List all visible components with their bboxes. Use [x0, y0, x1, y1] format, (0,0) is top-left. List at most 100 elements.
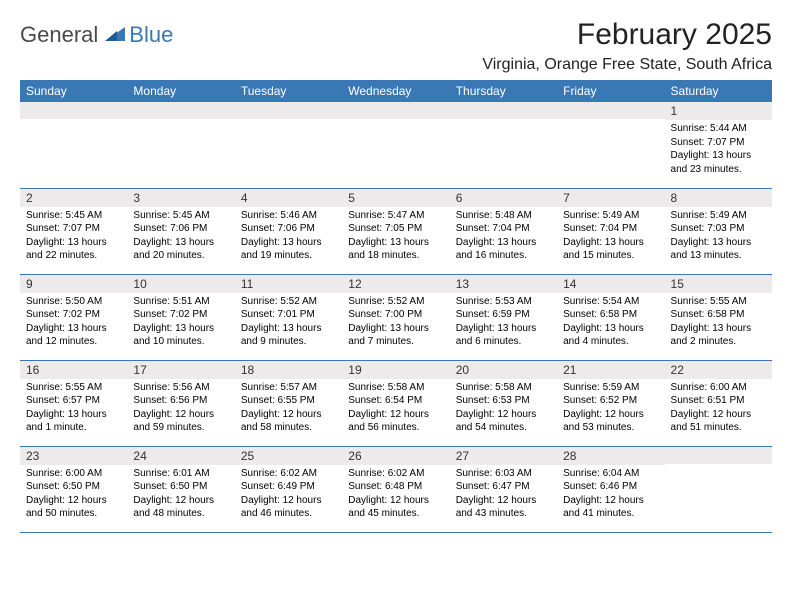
day-number: 22: [665, 361, 772, 379]
day-number-empty: [342, 102, 449, 119]
daylight-label: Daylight:: [456, 323, 495, 334]
day-number: 11: [235, 275, 342, 293]
sunset-label: Sunset:: [348, 223, 382, 234]
sunrise-value: 5:56 AM: [173, 382, 210, 393]
sunrise-label: Sunrise:: [671, 123, 708, 134]
day-number: 20: [450, 361, 557, 379]
daylight-label: Daylight:: [133, 409, 172, 420]
calendar-day-cell: 6Sunrise: 5:48 AMSunset: 7:04 PMDaylight…: [450, 188, 557, 274]
daylight-label: Daylight:: [348, 409, 387, 420]
daylight-label: Daylight:: [348, 495, 387, 506]
sunrise-label: Sunrise:: [348, 382, 385, 393]
daylight-label: Daylight:: [456, 495, 495, 506]
sunset-value: 6:46 PM: [600, 481, 637, 492]
daylight-label: Daylight:: [671, 150, 710, 161]
day-details: Sunrise: 5:56 AMSunset: 6:56 PMDaylight:…: [127, 379, 234, 439]
day-details: Sunrise: 5:54 AMSunset: 6:58 PMDaylight:…: [557, 293, 664, 353]
day-number: 18: [235, 361, 342, 379]
sunset-value: 6:57 PM: [63, 395, 100, 406]
sunset-value: 6:47 PM: [492, 481, 529, 492]
day-number: 25: [235, 447, 342, 465]
sunrise-value: 5:45 AM: [65, 210, 102, 221]
sunset-value: 6:54 PM: [385, 395, 422, 406]
day-details: Sunrise: 5:46 AMSunset: 7:06 PMDaylight:…: [235, 207, 342, 267]
sunrise-value: 5:48 AM: [495, 210, 532, 221]
day-number: 10: [127, 275, 234, 293]
calendar-day-cell: 2Sunrise: 5:45 AMSunset: 7:07 PMDaylight…: [20, 188, 127, 274]
sunrise-label: Sunrise:: [133, 210, 170, 221]
sunrise-label: Sunrise:: [671, 210, 708, 221]
day-number: 23: [20, 447, 127, 465]
day-details: Sunrise: 5:58 AMSunset: 6:54 PMDaylight:…: [342, 379, 449, 439]
day-number: 4: [235, 189, 342, 207]
daylight-label: Daylight:: [133, 495, 172, 506]
sunset-label: Sunset:: [241, 395, 275, 406]
calendar-day-cell: 14Sunrise: 5:54 AMSunset: 6:58 PMDayligh…: [557, 274, 664, 360]
day-number-empty: [127, 102, 234, 119]
calendar-day-cell: 16Sunrise: 5:55 AMSunset: 6:57 PMDayligh…: [20, 360, 127, 446]
daylight-label: Daylight:: [671, 237, 710, 248]
sunrise-value: 5:58 AM: [388, 382, 425, 393]
sunrise-label: Sunrise:: [26, 382, 63, 393]
day-details: Sunrise: 5:52 AMSunset: 7:01 PMDaylight:…: [235, 293, 342, 353]
calendar-day-cell: 19Sunrise: 5:58 AMSunset: 6:54 PMDayligh…: [342, 360, 449, 446]
day-details: Sunrise: 5:58 AMSunset: 6:53 PMDaylight:…: [450, 379, 557, 439]
sunrise-label: Sunrise:: [348, 296, 385, 307]
day-number: 27: [450, 447, 557, 465]
sunset-value: 6:55 PM: [278, 395, 315, 406]
page-title: February 2025: [482, 18, 772, 52]
daylight-label: Daylight:: [241, 409, 280, 420]
day-number: 8: [665, 189, 772, 207]
daylight-label: Daylight:: [563, 495, 602, 506]
calendar-day-cell: [235, 102, 342, 188]
daylight-label: Daylight:: [456, 409, 495, 420]
day-number: 12: [342, 275, 449, 293]
day-number: 17: [127, 361, 234, 379]
sunrise-value: 5:45 AM: [173, 210, 210, 221]
sunrise-value: 5:52 AM: [280, 296, 317, 307]
daylight-label: Daylight:: [241, 323, 280, 334]
sunrise-label: Sunrise:: [241, 296, 278, 307]
daylight-label: Daylight:: [348, 323, 387, 334]
day-details: Sunrise: 5:55 AMSunset: 6:57 PMDaylight:…: [20, 379, 127, 439]
day-number-empty: [557, 102, 664, 119]
sunset-label: Sunset:: [133, 395, 167, 406]
sunrise-label: Sunrise:: [456, 382, 493, 393]
day-number-empty: [20, 102, 127, 119]
sunrise-value: 5:46 AM: [280, 210, 317, 221]
day-number: 9: [20, 275, 127, 293]
sunset-label: Sunset:: [671, 137, 705, 148]
sunset-value: 7:00 PM: [385, 309, 422, 320]
day-number: 2: [20, 189, 127, 207]
daylight-label: Daylight:: [563, 409, 602, 420]
calendar-day-cell: [127, 102, 234, 188]
sunset-value: 6:52 PM: [600, 395, 637, 406]
calendar-day-cell: 7Sunrise: 5:49 AMSunset: 7:04 PMDaylight…: [557, 188, 664, 274]
logo-text-blue: Blue: [129, 22, 173, 48]
day-number-empty: [450, 102, 557, 119]
calendar-day-cell: 21Sunrise: 5:59 AMSunset: 6:52 PMDayligh…: [557, 360, 664, 446]
daylight-label: Daylight:: [563, 237, 602, 248]
sunrise-label: Sunrise:: [26, 210, 63, 221]
day-number: 6: [450, 189, 557, 207]
calendar-day-cell: 26Sunrise: 6:02 AMSunset: 6:48 PMDayligh…: [342, 446, 449, 532]
sunset-label: Sunset:: [133, 309, 167, 320]
calendar-day-cell: 5Sunrise: 5:47 AMSunset: 7:05 PMDaylight…: [342, 188, 449, 274]
day-details: Sunrise: 6:03 AMSunset: 6:47 PMDaylight:…: [450, 465, 557, 525]
header: General Blue February 2025 Virginia, Ora…: [20, 18, 772, 74]
sunset-label: Sunset:: [241, 309, 275, 320]
day-details: Sunrise: 5:59 AMSunset: 6:52 PMDaylight:…: [557, 379, 664, 439]
sunrise-label: Sunrise:: [563, 382, 600, 393]
calendar-day-cell: 25Sunrise: 6:02 AMSunset: 6:49 PMDayligh…: [235, 446, 342, 532]
sunrise-value: 5:57 AM: [280, 382, 317, 393]
sunset-label: Sunset:: [563, 223, 597, 234]
daylight-label: Daylight:: [26, 495, 65, 506]
day-number: 16: [20, 361, 127, 379]
day-details: Sunrise: 5:52 AMSunset: 7:00 PMDaylight:…: [342, 293, 449, 353]
calendar-day-cell: [450, 102, 557, 188]
sunrise-value: 5:54 AM: [603, 296, 640, 307]
calendar-week-row: 23Sunrise: 6:00 AMSunset: 6:50 PMDayligh…: [20, 446, 772, 532]
sunset-value: 7:07 PM: [707, 137, 744, 148]
calendar-day-cell: 10Sunrise: 5:51 AMSunset: 7:02 PMDayligh…: [127, 274, 234, 360]
sunrise-label: Sunrise:: [456, 296, 493, 307]
